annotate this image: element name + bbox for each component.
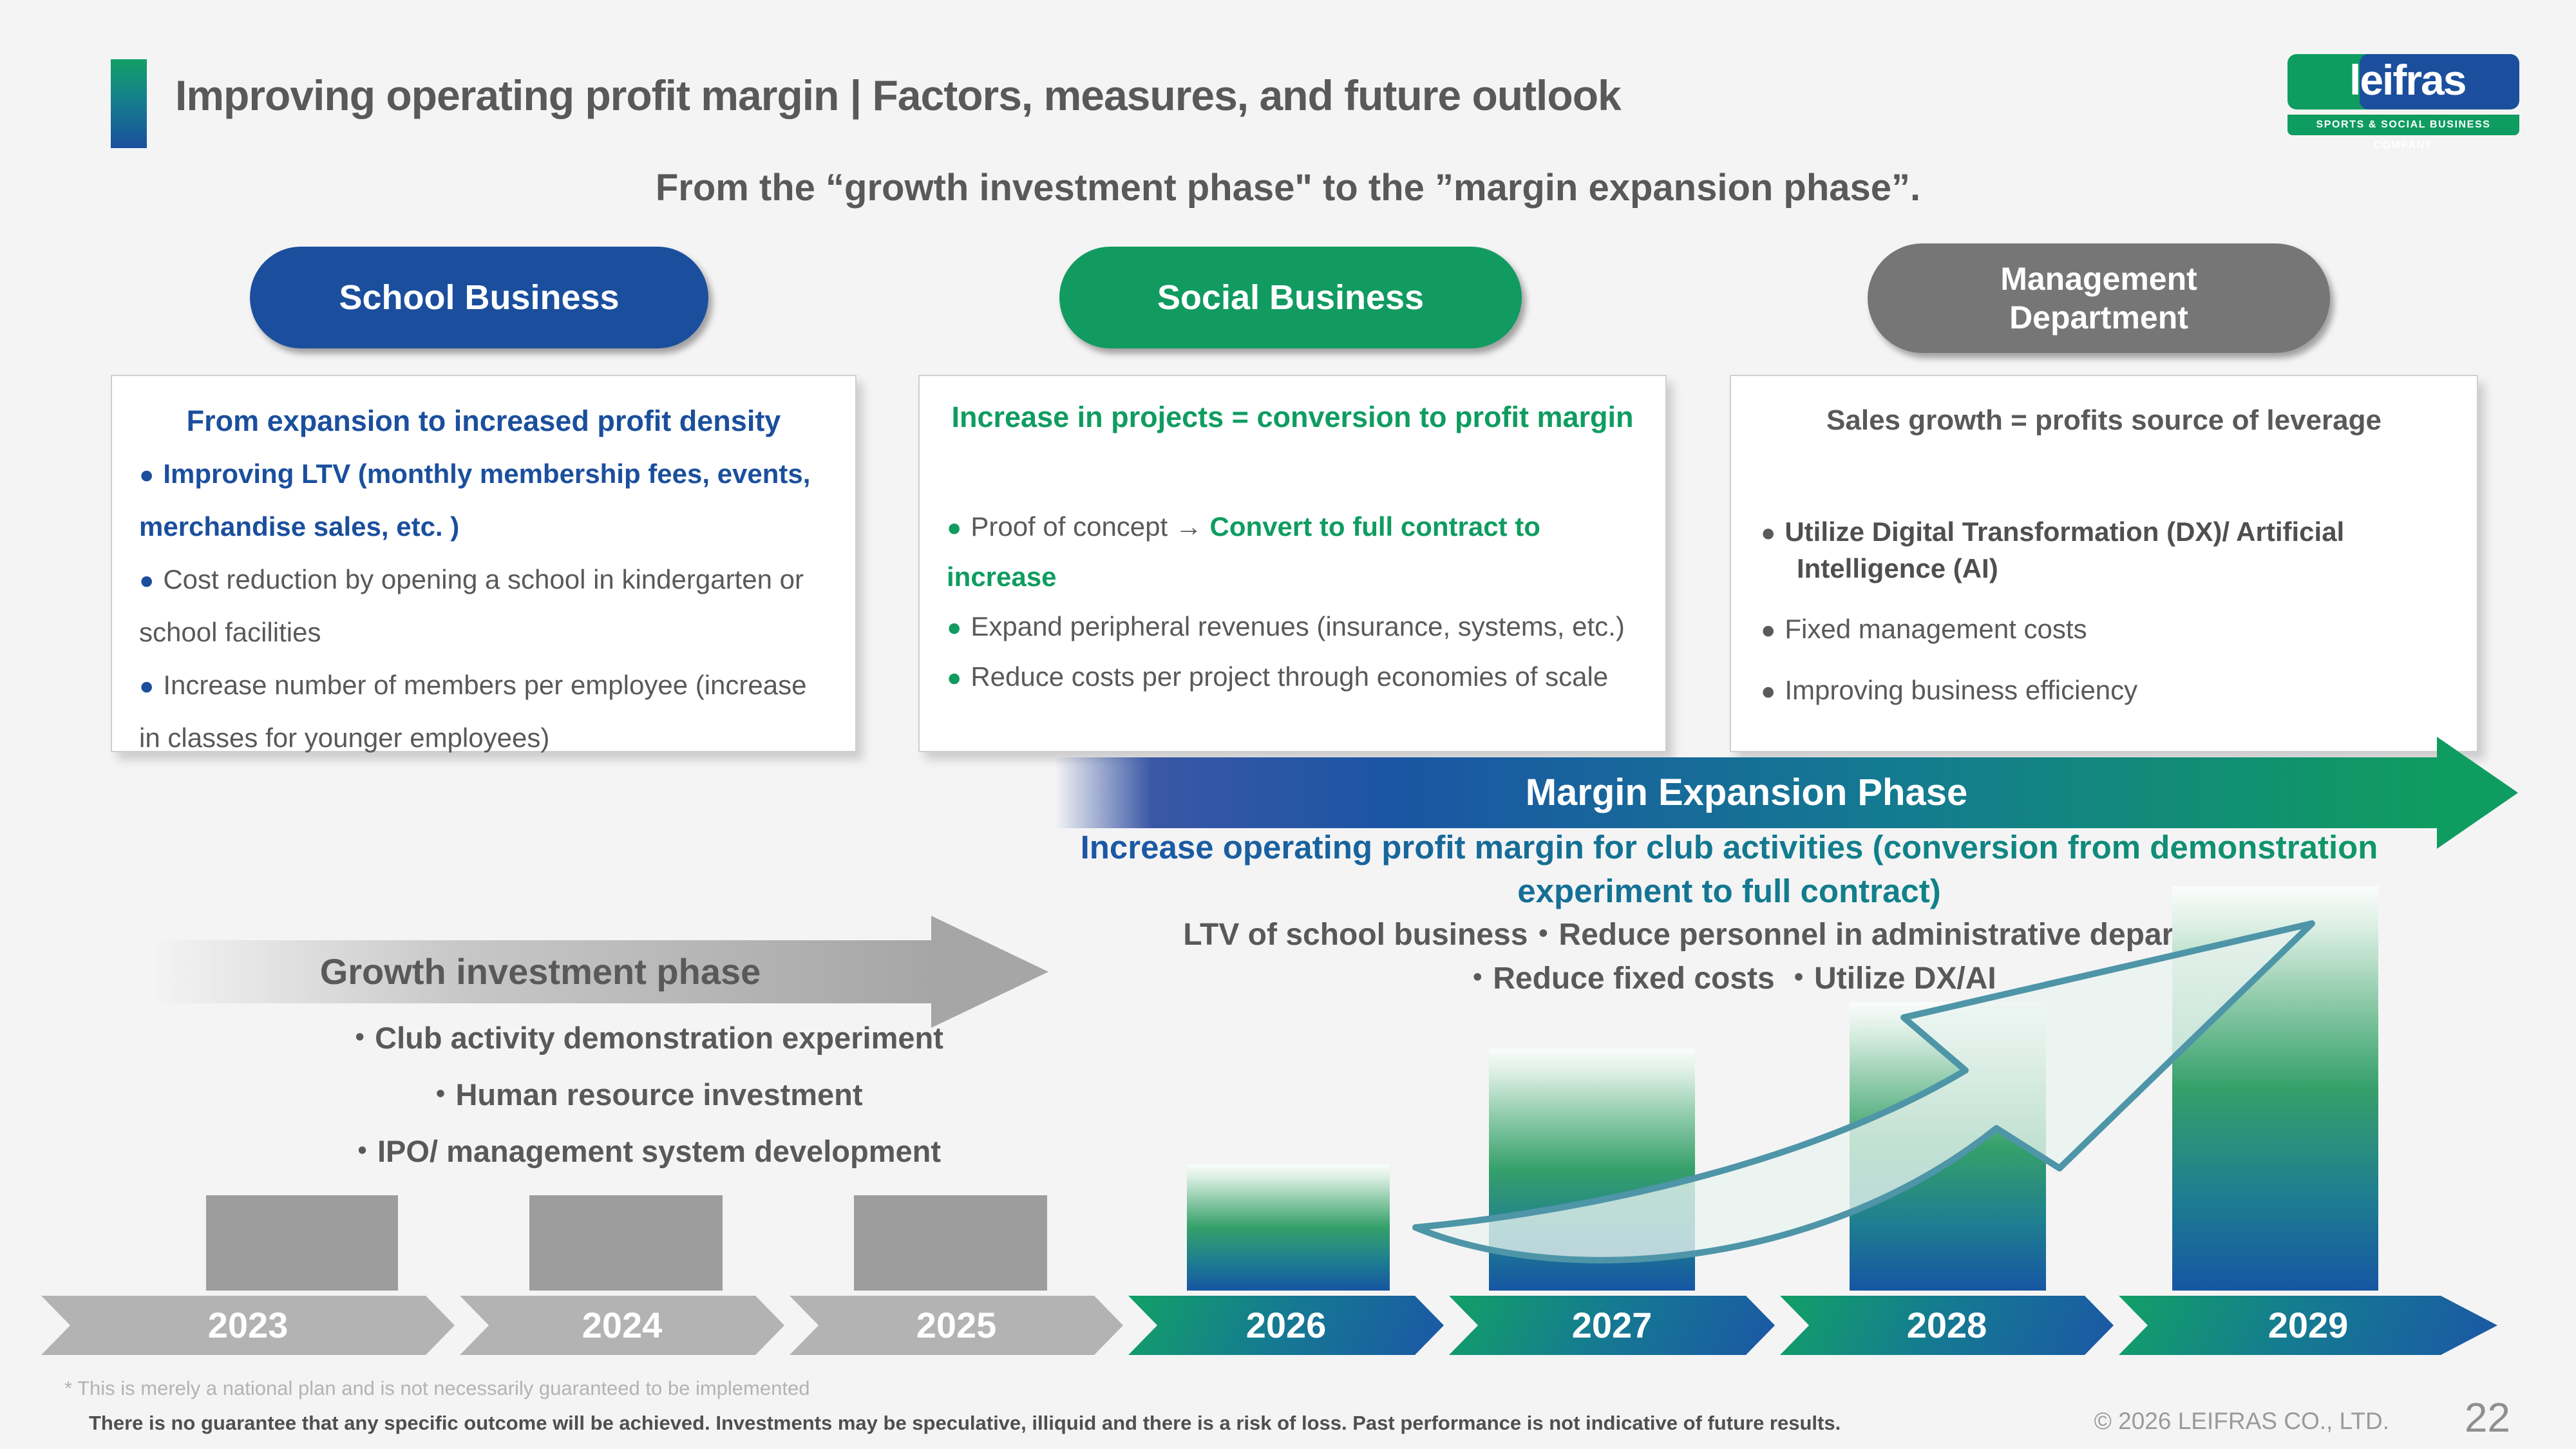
- bullet-dot-icon: ●: [1761, 677, 1776, 706]
- timeline-segment-2023: 2023: [41, 1296, 455, 1355]
- school-business-box: From expansion to increased profit densi…: [111, 375, 857, 753]
- management-bullet-2: ● Fixed management costs: [1761, 614, 2087, 645]
- pill-management-line2: Department: [2009, 299, 2188, 336]
- page-title: Improving operating profit margin | Fact…: [175, 71, 1622, 119]
- growth-bullet-2: ・Human resource investment: [425, 1077, 863, 1112]
- timeline-segment-2027: 2027: [1449, 1296, 1775, 1355]
- bullet-dot-icon: ●: [947, 664, 962, 692]
- chart-bar-2028: [1850, 1002, 2046, 1291]
- chart-bar-2029: [2172, 886, 2378, 1291]
- timeline-segment-2029: 2029: [2119, 1296, 2497, 1355]
- logo-wordmark: leifras: [2349, 56, 2467, 104]
- expansion-headline-line1: Increase operating profit margin for clu…: [934, 826, 2524, 869]
- pill-social-business: Social Business: [1059, 247, 1522, 348]
- copyright: © 2026 LEIFRAS CO., LTD.: [2094, 1408, 2389, 1434]
- timeline-segment-2028: 2028: [1780, 1296, 2114, 1355]
- bullet-dot-icon: ●: [139, 672, 155, 700]
- timeline-segment-2024: 2024: [460, 1296, 784, 1355]
- pill-management-line1: Management: [2000, 261, 2197, 297]
- logo-blue-block: [2360, 54, 2519, 109]
- chart-bar-2023: [206, 1195, 398, 1291]
- social-bullet-3: ● Reduce costs per project through econom…: [947, 661, 1609, 692]
- management-bullet-1: ● Utilize Digital Transformation (DX)/ Ar…: [1761, 516, 2345, 583]
- page-number: 22: [2464, 1394, 2510, 1441]
- growth-bullet-1: ・Club activity demonstration experiment: [345, 1021, 943, 1055]
- leifras-logo: leifras SPORTS & SOCIAL BUSINESS COMPANY: [2287, 54, 2519, 151]
- growth-investment-arrow: [149, 940, 931, 1003]
- margin-expansion-banner: [1055, 757, 2438, 828]
- school-bullet-1: ● Improving LTV (monthly membership fees,…: [139, 459, 811, 542]
- footnote-asterisk: * This is merely a national plan and is …: [64, 1377, 810, 1399]
- bullet-dot-icon: ●: [139, 567, 155, 595]
- slide-subtitle: From the “growth investment phase" to th…: [655, 167, 1921, 209]
- timeline-segment-2025: 2025: [790, 1296, 1123, 1355]
- expansion-headline-line2: experiment to full contract): [934, 869, 2524, 913]
- school-bullet-3: ● Increase number of members per employee…: [139, 669, 807, 753]
- management-bullet-3: ● Improving business efficiency: [1761, 675, 2138, 706]
- chart-bar-2025: [854, 1195, 1047, 1291]
- social-business-box: Increase in projects = conversion to pro…: [918, 375, 1667, 752]
- pill-management-department: Management Department: [1868, 243, 2330, 353]
- school-bullet-2: ● Cost reduction by opening a school in k…: [139, 564, 804, 647]
- logo-tagline: SPORTS & SOCIAL BUSINESS COMPANY: [2287, 115, 2519, 151]
- bullet-dot-icon: ●: [947, 514, 962, 542]
- timeline-segment-2026: 2026: [1128, 1296, 1444, 1355]
- chart-bar-2024: [529, 1195, 723, 1291]
- management-box-header: Sales growth = profits source of leverag…: [1826, 404, 2382, 436]
- title-accent-bar: [111, 59, 147, 148]
- school-box-header: From expansion to increased profit densi…: [186, 404, 781, 437]
- social-box-header: Increase in projects = conversion to pro…: [951, 401, 1634, 433]
- growth-bullet-3: ・IPO/ management system development: [346, 1134, 941, 1168]
- pill-school-business: School Business: [250, 247, 708, 348]
- bullet-dot-icon: ●: [1761, 616, 1776, 645]
- timeline: 2023 2024 2025 2026 2027 2028 2029: [0, 1296, 2576, 1355]
- social-bullet-2: ● Expand peripheral revenues (insurance, …: [947, 611, 1625, 642]
- social-bullet-1: ● Proof of concept → Convert to full cont…: [947, 511, 1540, 592]
- footnote-disclaimer: There is no guarantee that any specific …: [89, 1412, 1841, 1434]
- management-department-box: Sales growth = profits source of leverag…: [1730, 375, 2478, 752]
- bullet-dot-icon: ●: [947, 614, 962, 642]
- margin-expansion-label: Margin Expansion Phase: [1525, 772, 1968, 813]
- chart-bar-2026: [1187, 1164, 1390, 1291]
- chart-bar-2027: [1489, 1048, 1695, 1291]
- bullet-dot-icon: ●: [139, 461, 155, 489]
- growth-phase-label: Growth investment phase: [319, 951, 761, 992]
- growth-phase-bullets: ・Club activity demonstration experiment …: [193, 1010, 1095, 1180]
- bullet-dot-icon: ●: [1761, 519, 1776, 547]
